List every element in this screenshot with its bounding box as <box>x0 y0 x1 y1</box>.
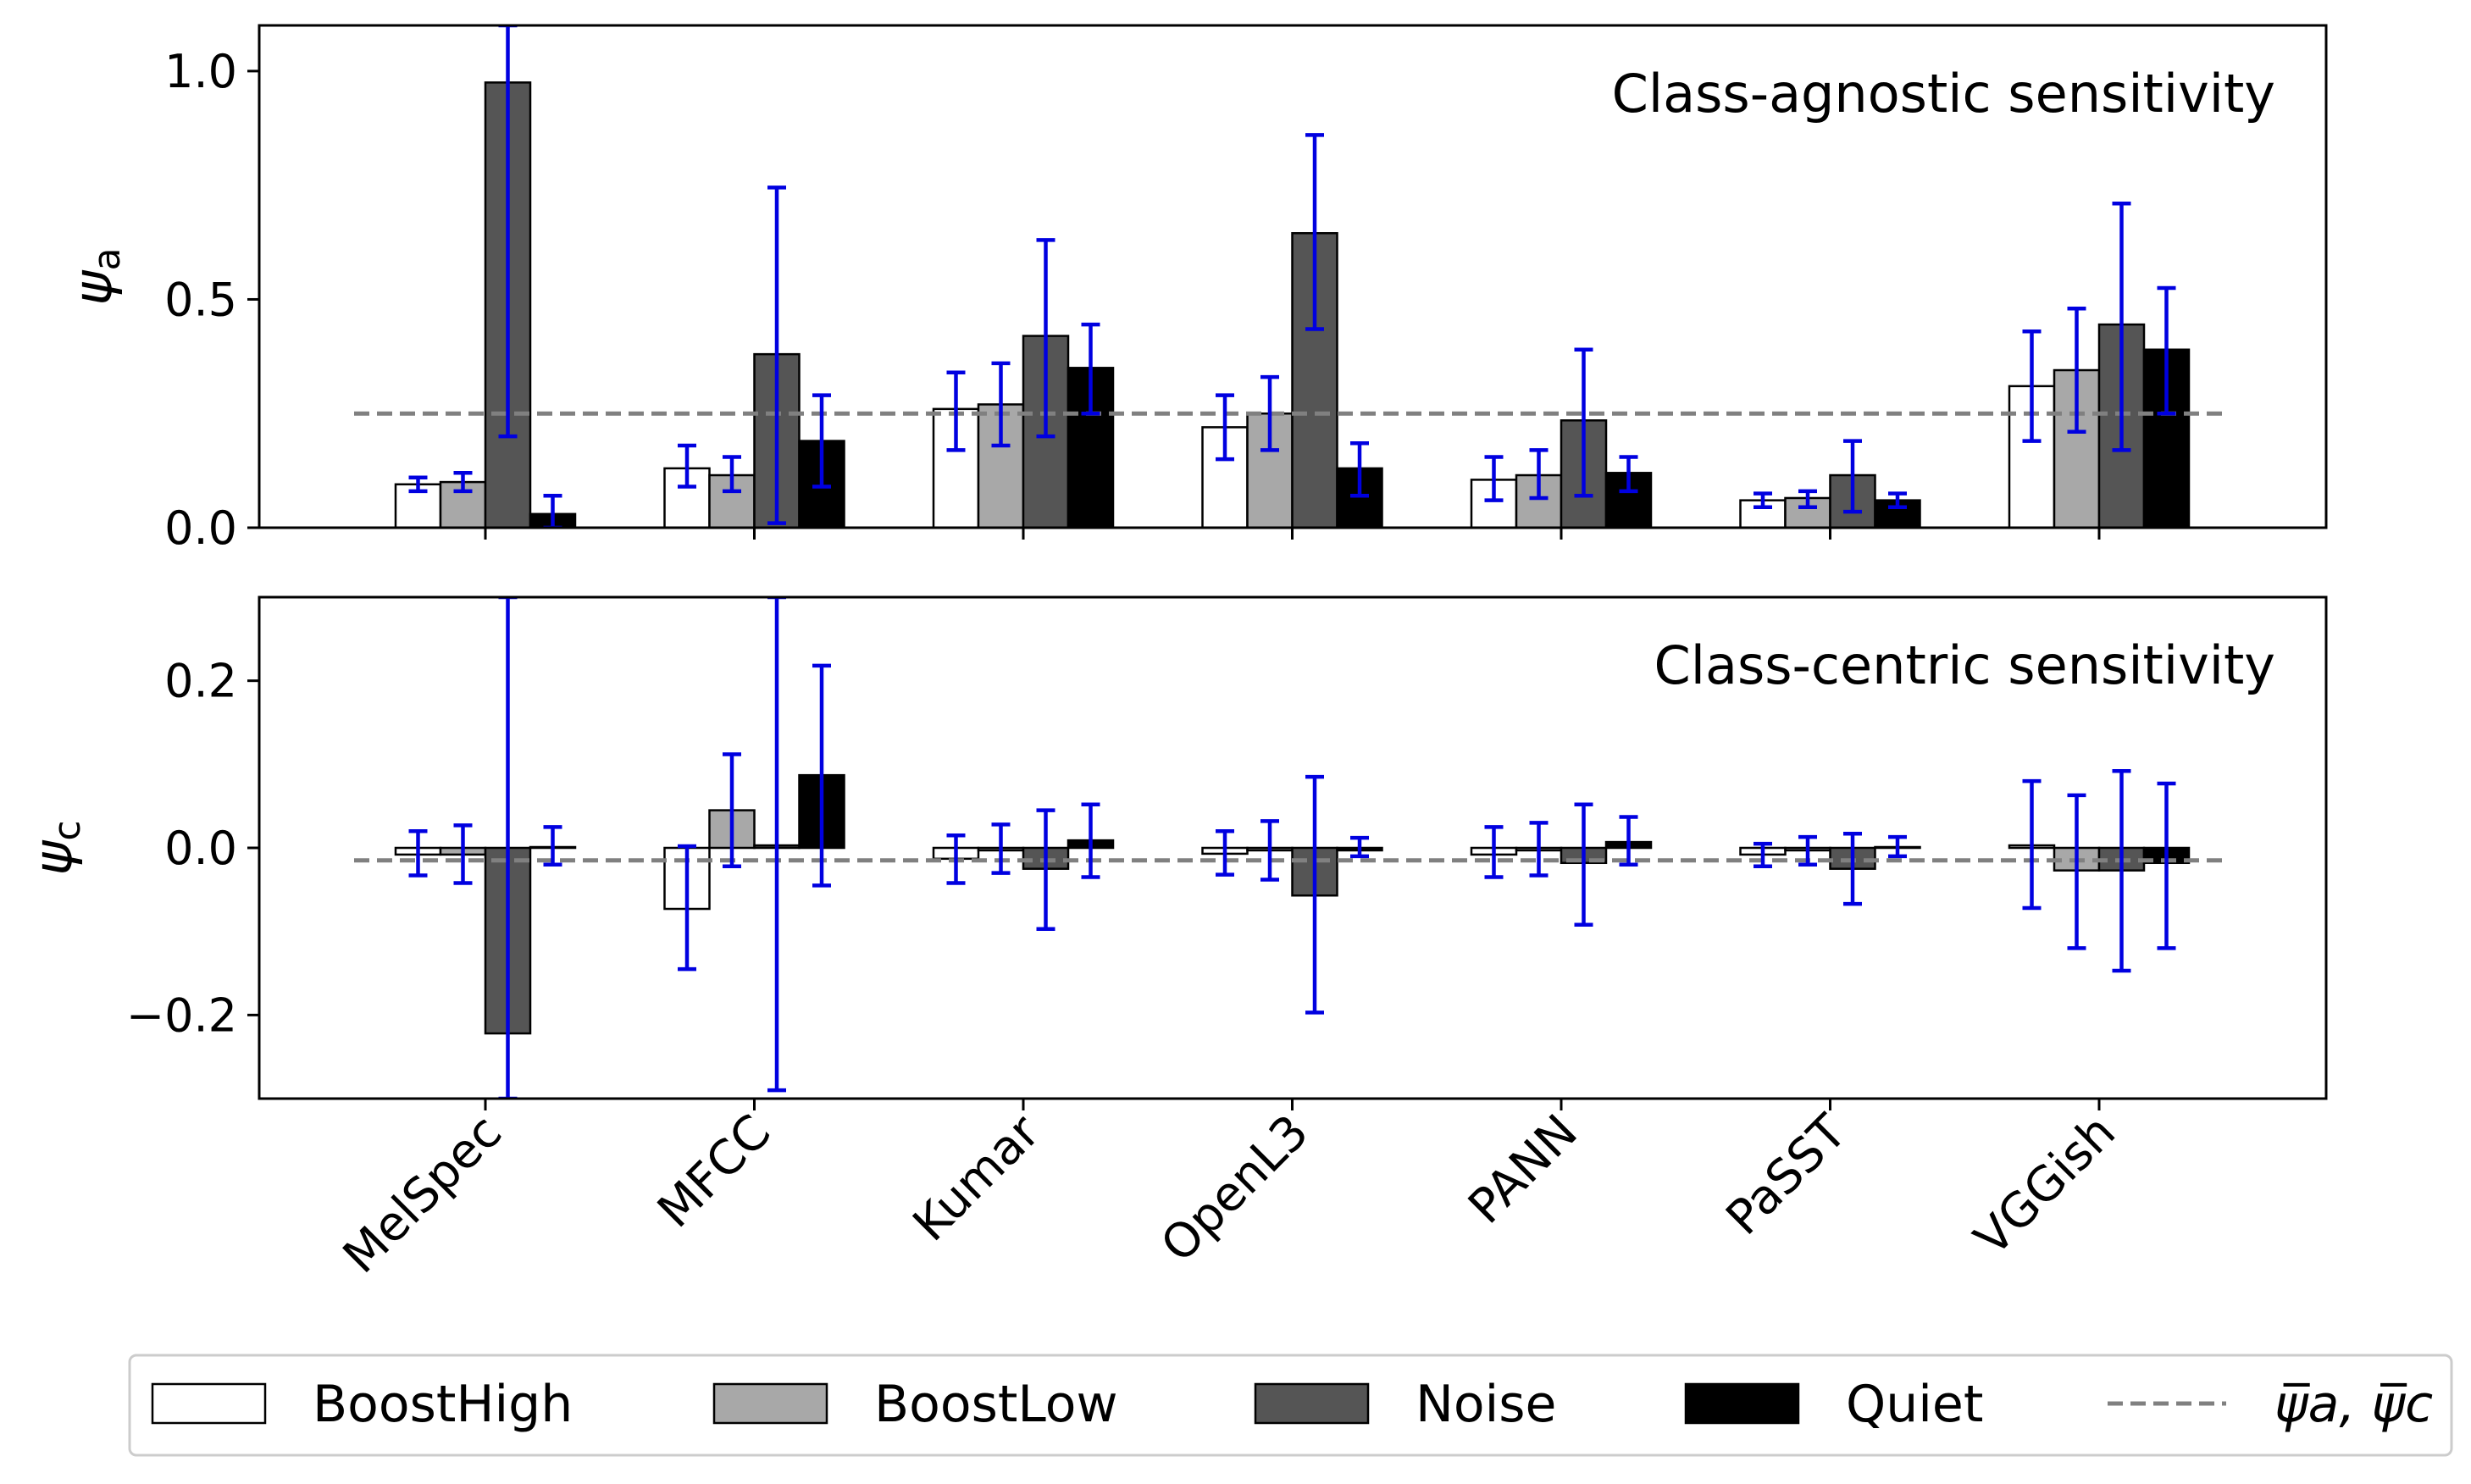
y-tick-label: 1.0 <box>164 45 237 98</box>
x-tick-label: MFCC <box>647 1105 781 1238</box>
legend-label-mean-line: ψ̅a, ψ̅c <box>2274 1375 2433 1434</box>
x-tick-label: VGGish <box>1964 1105 2126 1266</box>
y-tick-label: 0.5 <box>164 273 237 326</box>
y-axis-label-symbol: ψ <box>62 269 124 305</box>
y-tick-label: 0.0 <box>164 822 237 875</box>
legend-label-boostlow: BoostLow <box>874 1375 1118 1434</box>
legend-label-noise: Noise <box>1416 1375 1556 1434</box>
legend-swatch-boosthigh <box>151 1382 267 1425</box>
legend-swatch-quiet <box>1684 1382 1800 1425</box>
legend-label-quiet: Quiet <box>1846 1375 1983 1434</box>
legend-label-boosthigh: BoostHigh <box>313 1375 573 1434</box>
panel-title: Class-centric sensitivity <box>1654 634 2275 696</box>
y-tick-label: −0.2 <box>126 988 237 1042</box>
y-tick-label: 0.2 <box>164 655 237 708</box>
panel-centric-plot <box>354 597 2230 1099</box>
x-tick-label: MelSpec <box>333 1105 512 1284</box>
panel-title: Class-agnostic sensitivity <box>1612 63 2275 125</box>
x-tick-label: PANN <box>1458 1105 1588 1235</box>
x-tick-label: Kumar <box>903 1104 1051 1252</box>
legend-swatch-boostlow <box>712 1382 828 1425</box>
y-tick-label: 0.0 <box>164 501 237 555</box>
y-axis-label: ψa <box>62 248 129 306</box>
legend-swatch-noise <box>1254 1382 1370 1425</box>
y-axis-label-subscript: c <box>46 820 89 840</box>
x-tick-label: OpenL3 <box>1150 1105 1319 1273</box>
legend: BoostHigh BoostLow Noise Quiet ψ̅a, ψ̅c <box>128 1354 2453 1457</box>
y-axis-label: ψc <box>22 820 89 875</box>
y-axis-label-subscript: a <box>86 248 129 271</box>
x-tick-label: PaSST <box>1716 1104 1858 1245</box>
y-axis-label-symbol: ψ <box>22 840 84 876</box>
panel-agnostic-plot <box>354 25 2230 528</box>
